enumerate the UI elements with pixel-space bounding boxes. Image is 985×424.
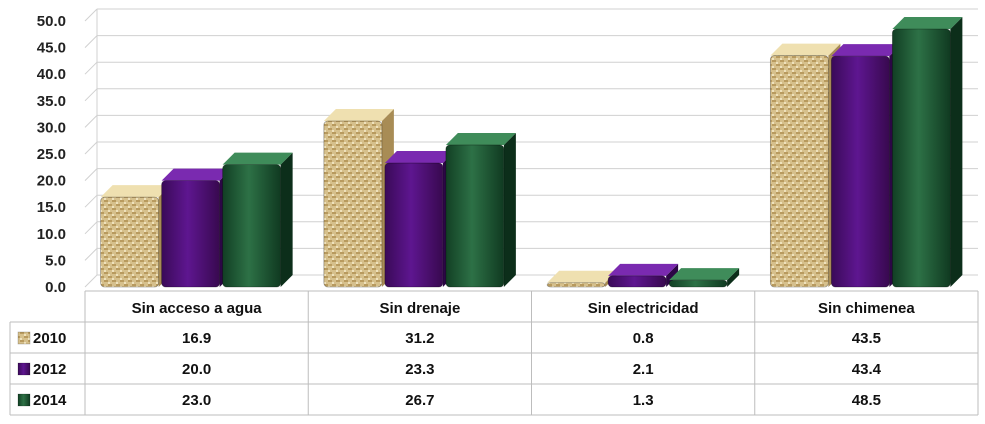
bar-2010-1 bbox=[323, 109, 394, 288]
y-tick-label: 5.0 bbox=[45, 252, 66, 269]
gridline-diag bbox=[84, 35, 98, 48]
y-tick-label: 50.0 bbox=[37, 13, 66, 30]
bar-top bbox=[161, 168, 232, 181]
bar-front bbox=[546, 282, 606, 288]
y-tick-label: 45.0 bbox=[37, 40, 66, 57]
bar-front bbox=[222, 164, 282, 288]
bar-front bbox=[668, 279, 728, 288]
bar-front bbox=[323, 120, 383, 288]
gridline-diag bbox=[84, 141, 98, 155]
bar-2012-3 bbox=[830, 44, 902, 288]
bar-side bbox=[503, 132, 516, 287]
y-tick-label: 35.0 bbox=[37, 93, 66, 110]
bar-front bbox=[100, 196, 160, 288]
y-tick-label: 0.0 bbox=[45, 279, 66, 296]
bar-2012-1 bbox=[384, 151, 455, 288]
bar-front bbox=[891, 28, 951, 288]
bar-front bbox=[445, 144, 505, 288]
y-tick-label: 10.0 bbox=[37, 226, 66, 243]
bar-2014-3 bbox=[891, 16, 963, 288]
bar-front bbox=[161, 180, 221, 288]
y-tick-label: 20.0 bbox=[37, 173, 66, 190]
gridline-diag bbox=[84, 168, 98, 181]
gridline-diag bbox=[84, 274, 98, 288]
legend-label: 2010 bbox=[33, 330, 66, 347]
bar-2014-1 bbox=[445, 132, 516, 288]
bar-top bbox=[384, 151, 455, 164]
bar-side bbox=[666, 263, 679, 287]
bar-top bbox=[323, 109, 394, 122]
y-tick-label: 25.0 bbox=[37, 146, 66, 163]
y-tick-label: 40.0 bbox=[37, 66, 66, 83]
data-cell: 0.8 bbox=[633, 330, 654, 347]
data-cell: 23.3 bbox=[405, 361, 434, 378]
bar-top bbox=[445, 132, 516, 145]
data-cell: 43.4 bbox=[852, 361, 882, 378]
y-tick-label: 30.0 bbox=[37, 119, 66, 136]
gridline-diag bbox=[84, 221, 98, 235]
legend-label: 2012 bbox=[33, 361, 66, 378]
bar-2010-2 bbox=[546, 270, 618, 288]
bar-front bbox=[607, 275, 667, 288]
bar-top bbox=[770, 43, 841, 56]
bar-2014-0 bbox=[222, 152, 293, 288]
legend-key-2010 bbox=[17, 331, 31, 345]
bar-2012-0 bbox=[161, 168, 232, 288]
data-table: Sin acceso a agua Sin drenaje Sin electric… bbox=[9, 290, 979, 416]
data-cell: 16.9 bbox=[182, 330, 211, 347]
gridline-diag bbox=[84, 61, 98, 75]
bar-top bbox=[100, 185, 171, 198]
bar-top bbox=[222, 152, 293, 165]
bar-top bbox=[608, 263, 679, 276]
y-tick-label: 15.0 bbox=[37, 199, 66, 216]
gridline-diag bbox=[84, 194, 98, 208]
category-label: Sin chimenea bbox=[818, 300, 915, 317]
data-cell: 48.5 bbox=[852, 392, 881, 409]
bar-side bbox=[950, 16, 963, 287]
data-cell: 43.5 bbox=[852, 330, 881, 347]
bar-side bbox=[280, 152, 293, 287]
bar-top bbox=[669, 268, 740, 281]
bar-front bbox=[830, 55, 890, 288]
data-cell: 23.0 bbox=[182, 392, 211, 409]
bar-2010-3 bbox=[769, 43, 841, 288]
data-cell: 20.0 bbox=[182, 361, 211, 378]
gridline-diag bbox=[84, 8, 98, 22]
data-cell: 26.7 bbox=[405, 392, 434, 409]
bar-top bbox=[831, 44, 902, 57]
gridline-diag bbox=[84, 248, 98, 261]
bar-front bbox=[384, 162, 444, 288]
category-label: Sin drenaje bbox=[379, 300, 460, 317]
bar-2010-0 bbox=[100, 185, 171, 288]
data-cell: 1.3 bbox=[633, 392, 654, 409]
gridline-diag bbox=[84, 115, 98, 128]
bar-front bbox=[769, 55, 829, 288]
data-cell: 31.2 bbox=[405, 330, 434, 347]
bars bbox=[100, 16, 963, 288]
bar-2014-2 bbox=[668, 268, 740, 288]
bar-2012-2 bbox=[607, 263, 679, 288]
category-label: Sin acceso a agua bbox=[132, 300, 263, 317]
legend-key-2014 bbox=[17, 393, 31, 407]
y-axis-ticks: 0.0 5.0 10.0 15.0 20.0 25.0 30.0 35.0 40.0 45.0 50… bbox=[37, 13, 66, 296]
category-label: Sin electricidad bbox=[588, 300, 699, 317]
legend-key-2012 bbox=[17, 362, 31, 376]
gridline-diag bbox=[84, 88, 98, 102]
data-cell: 2.1 bbox=[633, 361, 654, 378]
bar-top bbox=[547, 270, 618, 283]
legend-label: 2014 bbox=[33, 392, 67, 409]
bar-side bbox=[727, 268, 740, 287]
bar-top bbox=[892, 16, 963, 29]
